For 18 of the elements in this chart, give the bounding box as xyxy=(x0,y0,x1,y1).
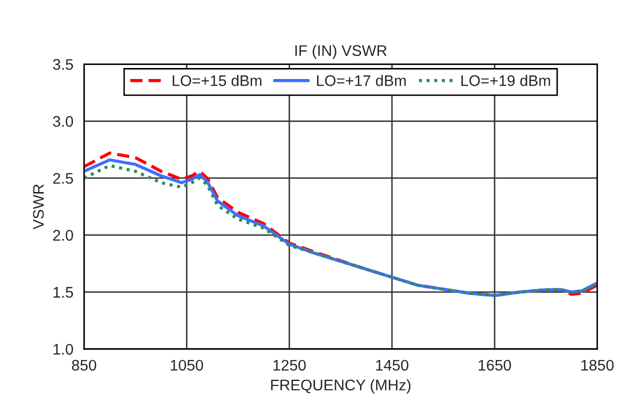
x-tick-label: 1250 xyxy=(274,360,306,371)
x-tick-label: 1850 xyxy=(581,360,614,371)
legend-label: LO=+19 dBm xyxy=(461,74,550,86)
y-axis-title: VSWR xyxy=(33,184,44,230)
x-tick-label: 1450 xyxy=(376,360,408,371)
y-tick-label: 2.5 xyxy=(53,172,73,184)
y-tick-label: 1.0 xyxy=(54,344,74,355)
legend-label: LO=+17 dBm xyxy=(317,74,406,86)
x-tick-label: 1050 xyxy=(170,360,204,371)
y-tick-label: 1.5 xyxy=(54,287,73,298)
y-tick-label: 3.0 xyxy=(52,116,74,127)
x-tick-label: 1650 xyxy=(478,360,511,371)
y-tick-label: 2.0 xyxy=(53,230,74,241)
x-axis-title: FREQUENCY (MHz) xyxy=(271,379,410,394)
chart-title: IF (IN) VSWR xyxy=(295,44,387,59)
y-tick-label: 3.5 xyxy=(52,59,73,70)
x-tick-label: 850 xyxy=(72,360,96,371)
legend-label: LO=+15 dBm xyxy=(172,74,262,86)
